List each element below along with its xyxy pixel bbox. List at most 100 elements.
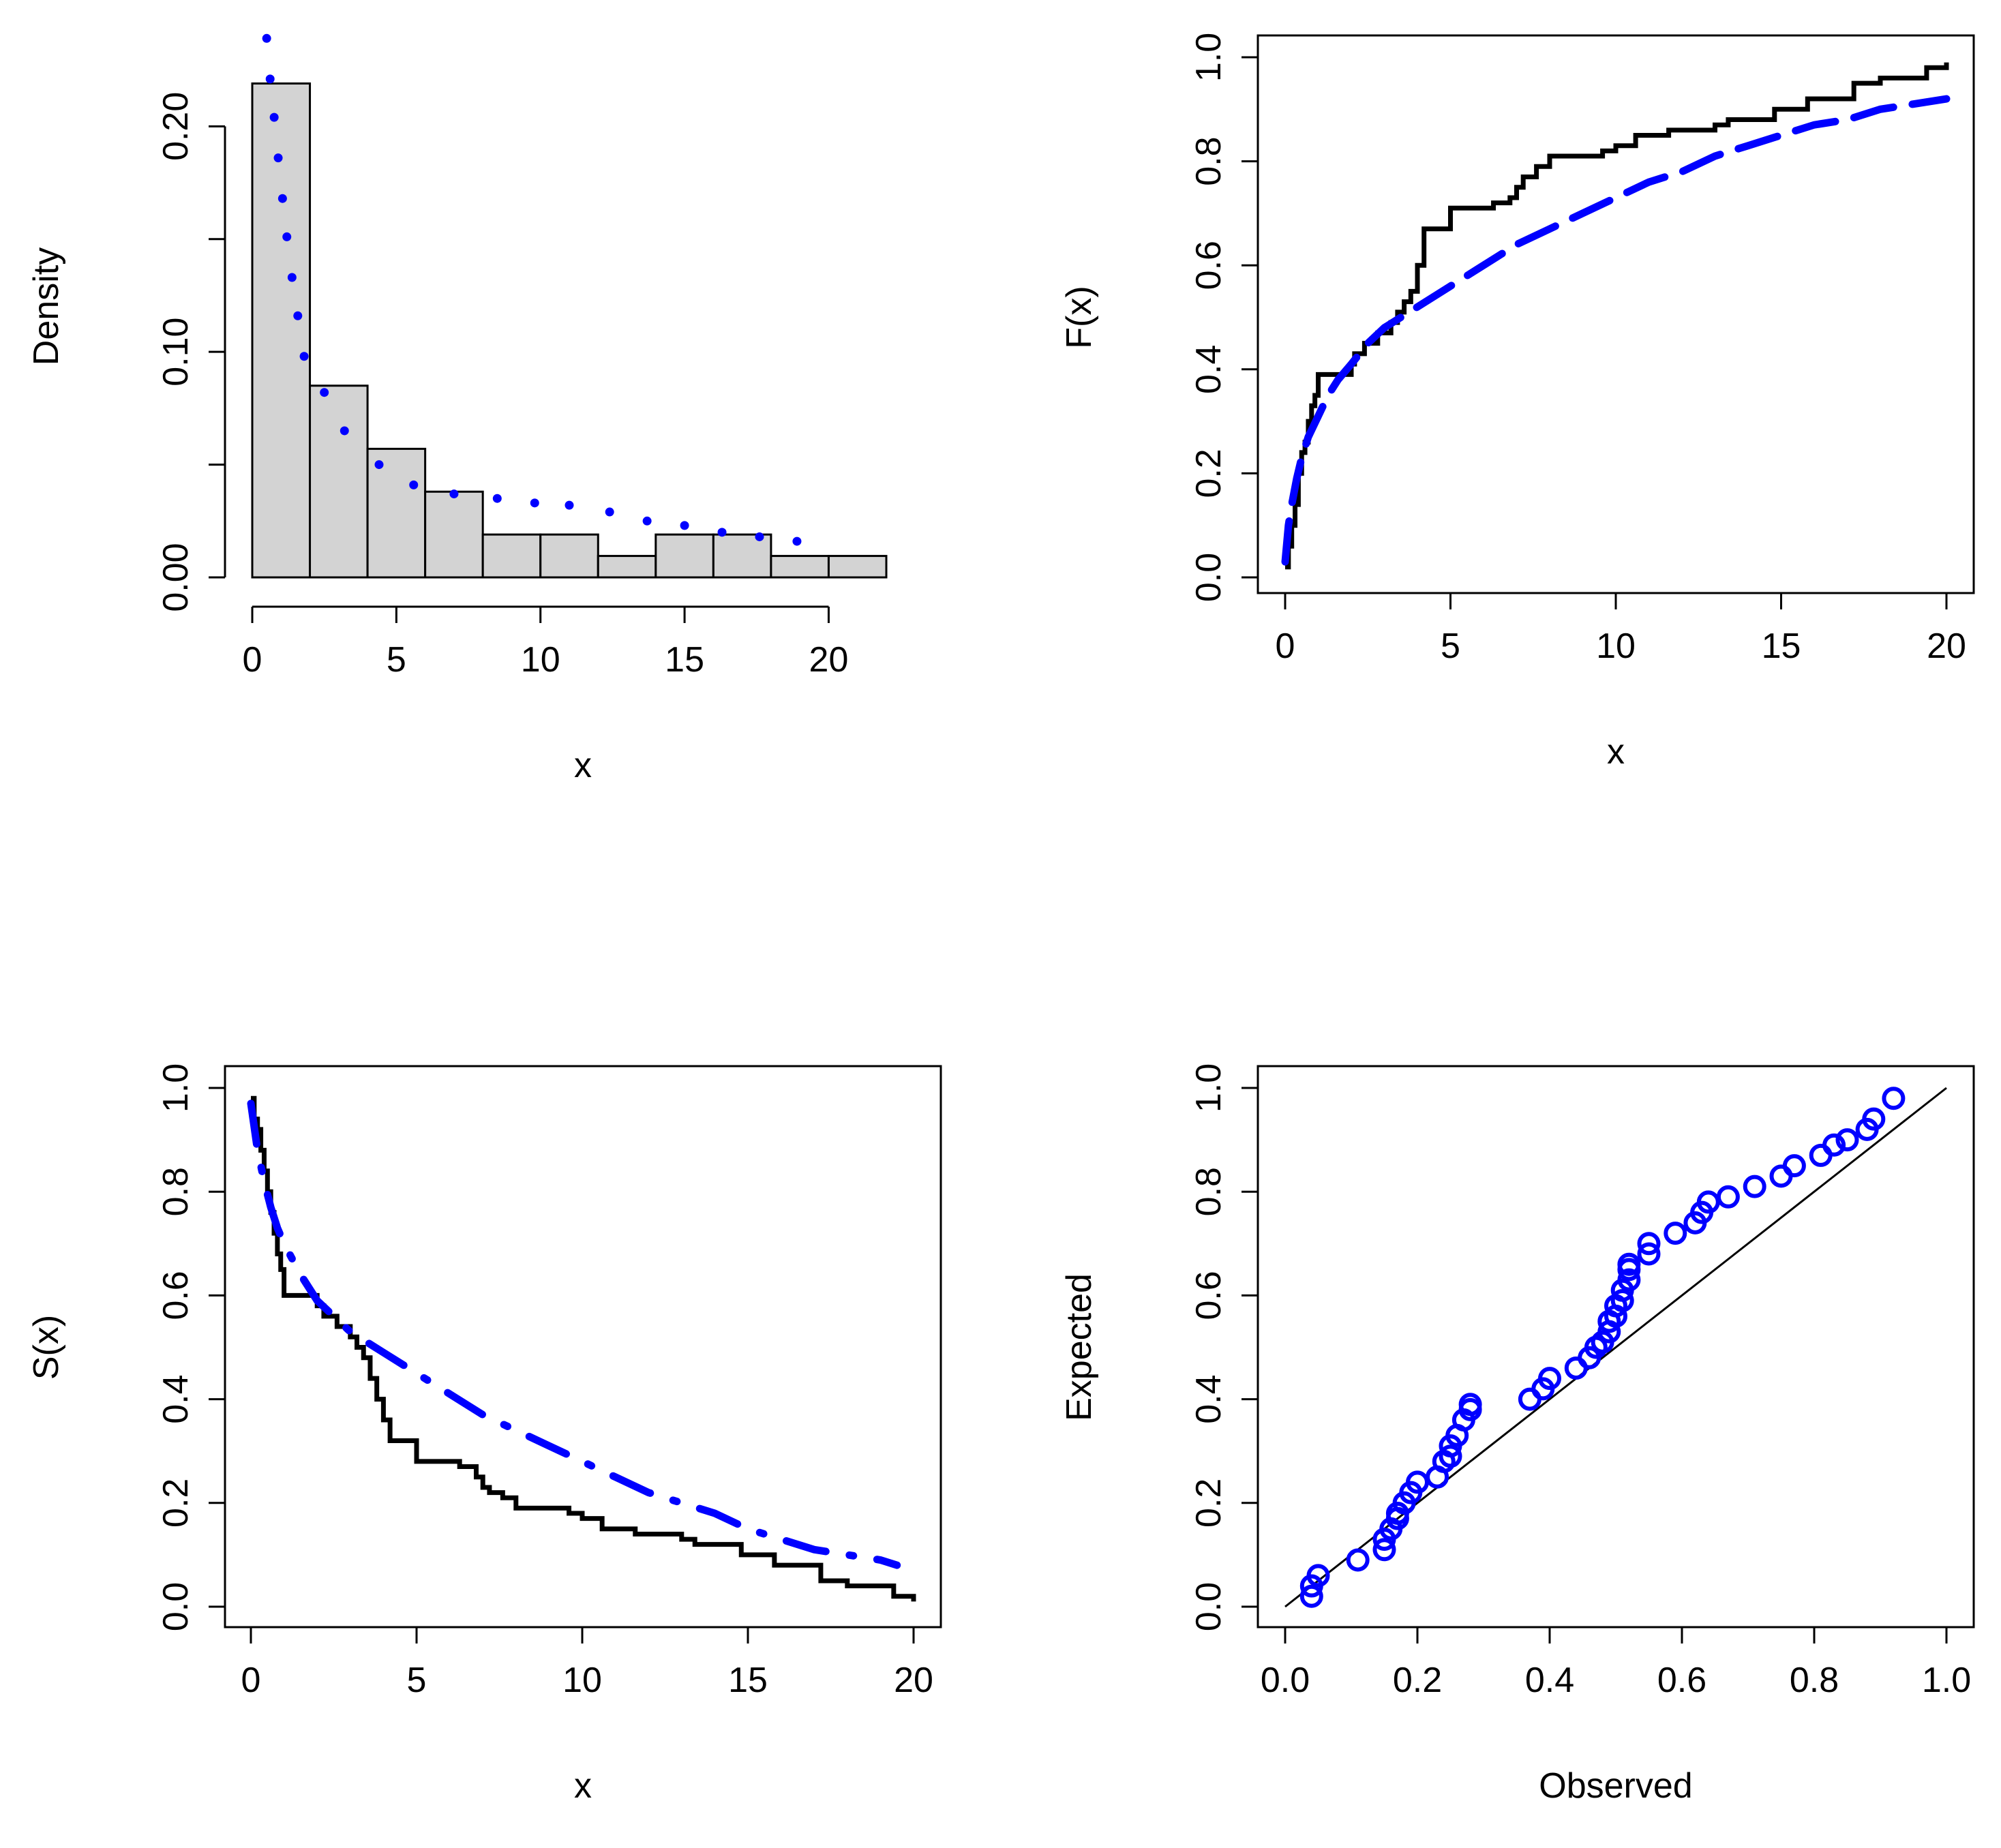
fitted-density-point [320, 388, 329, 397]
fitted-density-point [605, 507, 614, 517]
y-axis-title: Expected [1059, 1273, 1099, 1421]
pp-plot-panel: 0.0 0.2 0.4 0.6 0.8 1.0 0.0 0.2 0.4 0.6 0.8 1.0 Obse… [1059, 1063, 1975, 1806]
pp-point [1617, 1268, 1641, 1292]
y-tick-label: 0.2 [156, 1479, 196, 1528]
fitted-density-point [262, 33, 271, 43]
fitted-density-point [565, 500, 574, 510]
fitted-density-point [277, 194, 287, 203]
y-tick-label: 0.8 [1189, 1167, 1229, 1216]
y-tick-label: 0.2 [1189, 1479, 1229, 1528]
fitted-density-point [273, 153, 283, 163]
y-tick-label: 0.8 [156, 1167, 196, 1216]
x-tick-label: 0 [241, 1661, 261, 1700]
pp-point [1346, 1548, 1370, 1572]
histogram-bar [424, 490, 484, 579]
x-tick-label: 20 [809, 640, 849, 680]
fitted-density-point [269, 112, 279, 122]
y-tick-label: 1.0 [1189, 1063, 1229, 1112]
y-tick-label: 0.8 [1189, 136, 1229, 185]
fitted-density-point [492, 494, 502, 503]
fitted-density-point [265, 74, 275, 84]
pp-point [1782, 1154, 1806, 1178]
y-tick-label: 0.2 [1189, 449, 1229, 498]
histogram-bar [655, 533, 714, 579]
fitted-density-point [282, 232, 292, 241]
y-tick-label: 0.10 [156, 318, 196, 387]
y-tick-label: 1.0 [156, 1063, 196, 1112]
y-tick-label: 0.0 [1189, 1582, 1229, 1631]
pp-point [1306, 1564, 1330, 1588]
x-tick-label: 1.0 [1922, 1661, 1971, 1700]
fitted-density-point [717, 528, 727, 537]
x-tick-label: 15 [728, 1661, 768, 1700]
x-tick-label: 0.4 [1525, 1661, 1574, 1700]
y-tick-label: 0.6 [156, 1271, 196, 1320]
histogram-bar [366, 447, 427, 579]
empirical-step-line [1285, 62, 1949, 570]
fitted-density-point [449, 489, 459, 499]
pp-point [1882, 1087, 1906, 1110]
pp-point [1610, 1289, 1634, 1313]
histogram-bar [309, 384, 369, 579]
pp-point [1664, 1222, 1687, 1245]
x-tick-label: 0.6 [1657, 1661, 1706, 1700]
y-axis-title: S(x) [27, 1315, 66, 1380]
y-tick-label: 0.20 [156, 92, 196, 161]
y-axis-title: F(x) [1059, 286, 1099, 348]
density-histogram-panel: 0 5 10 15 20 0.00 0.10 0.20 x Density [27, 33, 888, 785]
survival-panel: 0 5 10 15 20 0.0 0.2 0.4 0.6 0.8 1.0 x S(x) [27, 1063, 942, 1806]
pp-point [1862, 1107, 1886, 1131]
histogram-bar [539, 533, 599, 579]
pp-point [1637, 1232, 1661, 1256]
x-axis-title: x [574, 746, 592, 785]
pp-point [1299, 1584, 1323, 1608]
x-tick-label: 5 [387, 640, 406, 680]
histogram-bar [827, 555, 888, 579]
x-tick-label: 20 [1927, 626, 1966, 666]
pp-point [1372, 1538, 1396, 1562]
x-tick-label: 10 [1596, 626, 1636, 666]
histogram-bar [251, 82, 312, 579]
y-tick-label: 0.0 [1189, 553, 1229, 602]
y-tick-label: 0.4 [1189, 345, 1229, 394]
fitted-density-point [299, 352, 309, 361]
fitted-density-point [340, 426, 349, 436]
x-tick-label: 0 [243, 640, 262, 680]
fitted-density-point [374, 460, 384, 470]
cdf-panel: 0 5 10 15 20 0.0 0.2 0.4 0.6 0.8 1.0 x F(x) [1059, 33, 1975, 772]
y-tick-label: 0.6 [1189, 241, 1229, 290]
pp-point [1743, 1175, 1766, 1198]
pp-point [1716, 1185, 1740, 1209]
pp-point [1617, 1252, 1641, 1276]
y-axis-title: Density [27, 247, 66, 365]
pp-point [1538, 1367, 1561, 1391]
fitted-density-point [642, 516, 652, 526]
y-tick-label: 1.0 [1189, 33, 1229, 82]
fitted-density-point [792, 536, 802, 546]
y-tick-label: 0.4 [156, 1374, 196, 1423]
y-tick-label: 0.4 [1189, 1374, 1229, 1423]
y-tick-label: 0.6 [1189, 1271, 1229, 1320]
fitted-density-point [755, 532, 764, 541]
pp-point [1458, 1393, 1482, 1417]
x-tick-label: 5 [407, 1661, 427, 1700]
fitted-density-point [287, 273, 297, 282]
x-tick-label: 20 [894, 1661, 933, 1700]
x-tick-label: 15 [665, 640, 704, 680]
x-tick-label: 5 [1441, 626, 1460, 666]
fitted-density-point [530, 498, 539, 508]
x-axis-title: x [1607, 732, 1625, 772]
pp-point [1637, 1242, 1661, 1266]
fitted-density-point [409, 480, 419, 489]
fitted-cdf-line [1281, 95, 1951, 566]
x-tick-label: 0 [1276, 626, 1295, 666]
pp-point [1822, 1133, 1846, 1157]
x-tick-label: 15 [1762, 626, 1801, 666]
x-axis-title: Observed [1539, 1766, 1692, 1806]
x-tick-label: 0.0 [1261, 1661, 1310, 1700]
empirical-step-line [251, 1095, 916, 1602]
x-tick-label: 10 [562, 1661, 602, 1700]
x-axis-title: x [574, 1766, 592, 1806]
